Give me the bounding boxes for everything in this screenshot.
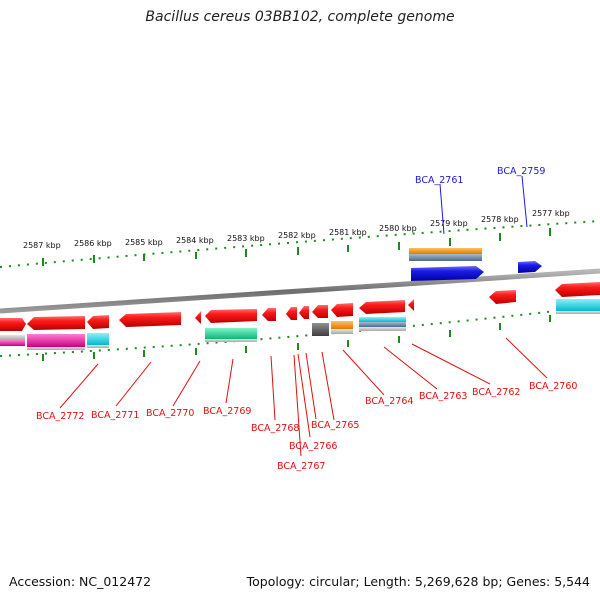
scale-labels: 2587 kbp 2586 kbp 2585 kbp 2584 kbp 2583… — [23, 209, 570, 250]
gene-label-bca-2767: BCA_2767 — [277, 461, 325, 472]
gene-arrow-bca-2772 — [0, 318, 26, 331]
gene-label-bca-2772: BCA_2772 — [36, 411, 84, 422]
gene-label-bca-2762: BCA_2762 — [472, 387, 520, 398]
gene-arrow-bca-2769 — [205, 309, 257, 323]
light-track-feature — [87, 345, 109, 348]
gene-arrow-bca-2766 — [299, 306, 309, 319]
kbp-label: 2583 kbp — [227, 234, 265, 243]
kbp-label: 2577 kbp — [532, 209, 570, 218]
gene-labels: BCA_2759 BCA_2761 BCA_2760 BCA_2762 BCA_… — [36, 166, 577, 472]
kbp-label: 2584 kbp — [176, 236, 214, 245]
kbp-label: 2586 kbp — [74, 239, 112, 248]
light-track-feature — [359, 327, 406, 331]
gene-label-bca-2761: BCA_2761 — [415, 175, 463, 186]
scale-ticks — [42, 228, 551, 361]
light-track-feature — [556, 311, 600, 314]
kbp-label: 2582 kbp — [278, 231, 316, 240]
gray-track-feature — [312, 323, 329, 336]
gene-arrow-bca-2762 — [408, 299, 414, 311]
gene-arrow-bca-2771 — [27, 316, 85, 330]
cyan-track-feature — [87, 333, 109, 345]
gene-arrow-small — [195, 311, 201, 324]
gene-label-bca-2765: BCA_2765 — [311, 420, 359, 431]
gene-arrow-bca-2764 — [331, 303, 353, 317]
gene-label-bca-2771: BCA_2771 — [91, 410, 139, 421]
gene-arrow-bca-2768 — [262, 308, 276, 321]
gene-arrow-bca-2771b — [87, 315, 109, 329]
gene-arrow-bca-2759 — [518, 261, 542, 273]
light-track-feature — [27, 347, 85, 350]
cyan-track-feature — [556, 299, 600, 311]
magenta-track-feature — [27, 334, 85, 347]
light-track-feature — [0, 335, 25, 340]
teal-track-feature — [205, 328, 257, 339]
orange-track-feature — [331, 321, 353, 329]
steel-track-feature — [409, 254, 482, 261]
gene-arrow-bca-2762b — [489, 290, 516, 304]
magenta-track-feature — [0, 340, 25, 346]
gene-label-bca-2763: BCA_2763 — [419, 391, 467, 402]
gene-arrow-bca-2770 — [119, 312, 181, 327]
reverse-strand-features — [0, 282, 600, 350]
kbp-label: 2578 kbp — [481, 215, 519, 224]
map-title: Bacillus cereus 03BB102, complete genome — [145, 9, 455, 25]
gene-arrow-bca-2767 — [286, 307, 297, 320]
kbp-label: 2580 kbp — [379, 224, 417, 233]
kbp-label: 2585 kbp — [125, 238, 163, 247]
gene-arrow-bca-2765 — [312, 305, 328, 318]
accession-text: Accession: NC_012472 — [9, 574, 152, 589]
gene-label-bca-2760: BCA_2760 — [529, 381, 577, 392]
kbp-label: 2581 kbp — [329, 228, 367, 237]
topology-text: Topology: circular; Length: 5,269,628 bp… — [246, 574, 590, 589]
gene-label-bca-2766: BCA_2766 — [289, 441, 337, 452]
gene-label-bca-2770: BCA_2770 — [146, 408, 194, 419]
gene-arrow-bca-2763 — [359, 300, 405, 314]
gene-label-bca-2759: BCA_2759 — [497, 166, 545, 177]
orange-track-feature — [409, 248, 482, 254]
gene-label-bca-2769: BCA_2769 — [203, 406, 251, 417]
gene-arrow-bca-2760 — [555, 282, 600, 297]
reverse-label-leaders — [59, 337, 548, 457]
forward-strand-features — [409, 248, 542, 281]
genome-backbone — [0, 268, 600, 314]
forward-label-leaders — [439, 175, 528, 235]
gene-label-bca-2768: BCA_2768 — [251, 423, 299, 434]
gene-label-bca-2764: BCA_2764 — [365, 396, 413, 407]
cyan-track-feature — [359, 317, 406, 322]
steel-track-feature — [359, 322, 406, 327]
kbp-label: 2587 kbp — [23, 241, 61, 250]
gene-arrow-bca-2761 — [411, 266, 484, 281]
kbp-label: 2579 kbp — [430, 219, 468, 228]
light-track-feature — [331, 329, 353, 334]
light-track-feature — [205, 339, 257, 342]
